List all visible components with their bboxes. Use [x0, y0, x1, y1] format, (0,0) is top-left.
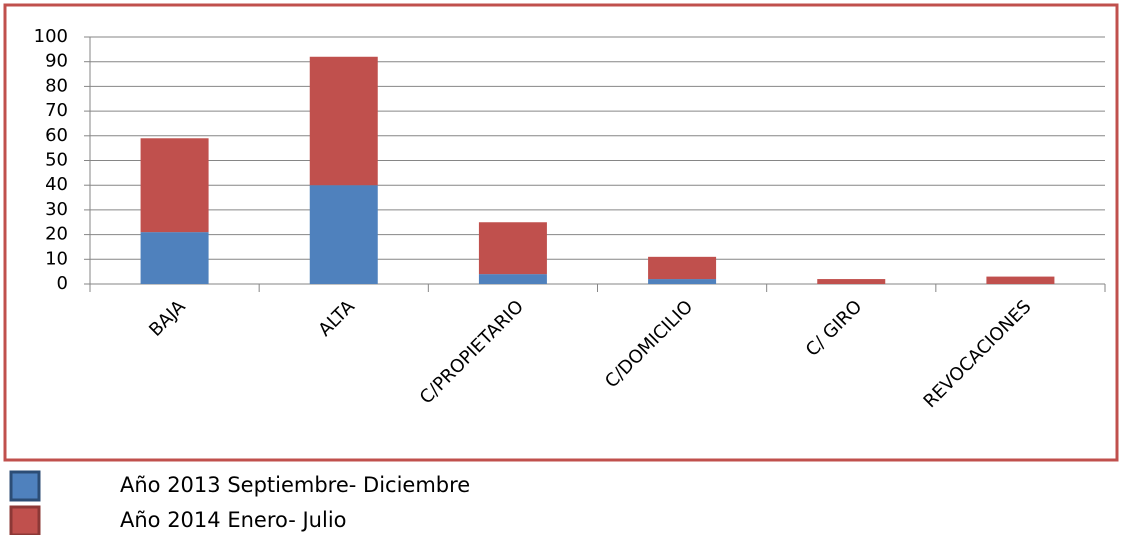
bar	[478, 222, 547, 275]
y-tick-label: 70	[45, 100, 68, 121]
y-tick-label: 40	[45, 174, 68, 195]
bar	[140, 138, 209, 233]
bar	[309, 56, 378, 186]
bar	[140, 232, 209, 284]
legend-label: Año 2014 Enero- Julio	[120, 508, 347, 532]
y-tick-label: 60	[45, 125, 68, 146]
y-tick-label: 90	[45, 51, 68, 72]
y-tick-label: 80	[45, 75, 68, 96]
y-tick-label: 10	[45, 248, 68, 269]
y-tick-label: 0	[57, 273, 68, 294]
y-tick-label: 20	[45, 224, 68, 245]
bar	[648, 256, 717, 280]
bar	[648, 279, 717, 284]
legend-label: Año 2013 Septiembre- Diciembre	[120, 473, 470, 497]
legend-swatch	[9, 505, 41, 535]
bar	[309, 185, 378, 284]
bar	[986, 276, 1055, 284]
y-tick-label: 30	[45, 199, 68, 220]
bar	[817, 279, 886, 284]
bar	[478, 274, 547, 284]
y-tick-label: 100	[34, 26, 68, 47]
legend-swatch	[9, 470, 41, 502]
y-tick-label: 50	[45, 150, 68, 171]
